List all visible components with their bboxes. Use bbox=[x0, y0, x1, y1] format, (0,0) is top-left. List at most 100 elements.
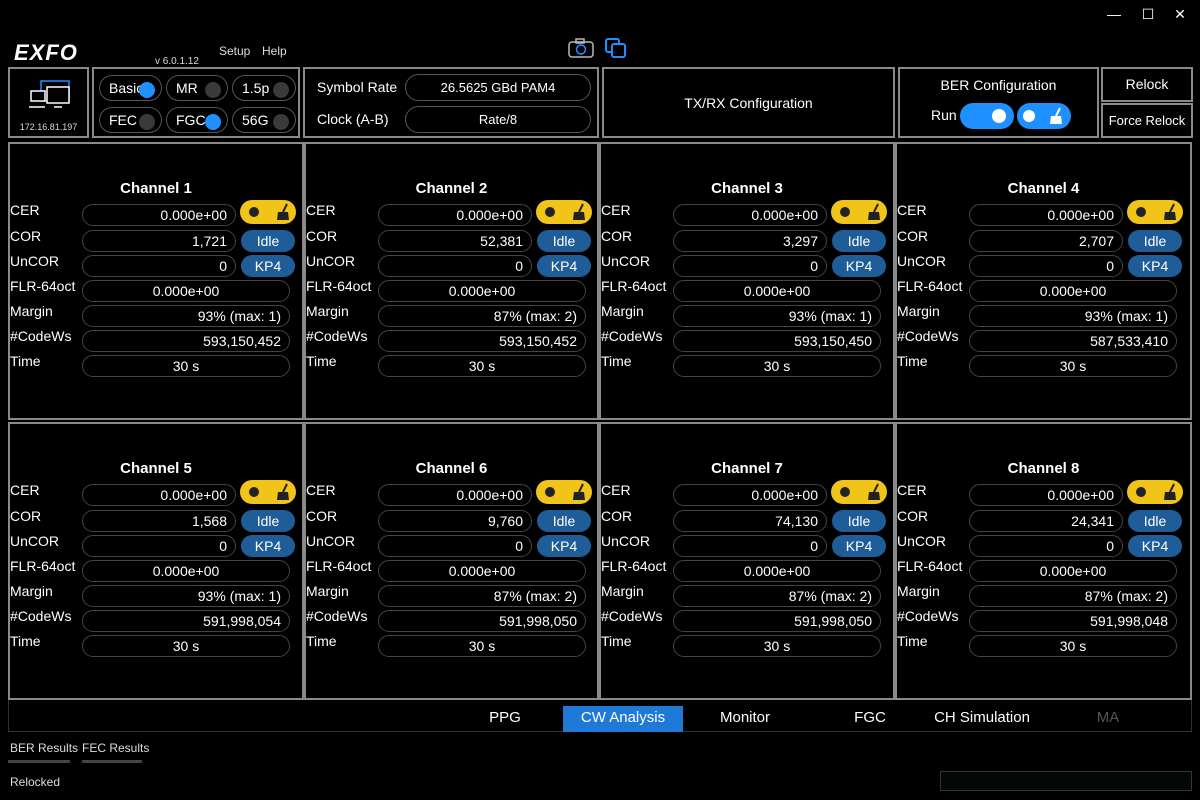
row-label-codews: #CodeWs bbox=[306, 328, 368, 344]
uncor-value: 0 bbox=[969, 255, 1123, 277]
time-value: 30 s bbox=[378, 355, 586, 377]
cor-state-badge[interactable]: Idle bbox=[537, 510, 591, 532]
uncor-value: 0 bbox=[673, 255, 827, 277]
mode-mr-label: MR bbox=[176, 80, 198, 96]
broom-icon bbox=[570, 483, 588, 506]
cor-state-badge[interactable]: Idle bbox=[241, 230, 295, 252]
clock-field[interactable]: Rate/8 bbox=[405, 106, 591, 133]
symbol-rate-field[interactable]: 26.5625 GBd PAM4 bbox=[405, 74, 591, 101]
tab-monitor[interactable]: Monitor bbox=[719, 709, 771, 726]
run-toggle[interactable] bbox=[960, 103, 1014, 129]
row-label-uncor: UnCOR bbox=[306, 253, 356, 269]
row-label-time: Time bbox=[601, 633, 632, 649]
toggle-knob bbox=[840, 487, 850, 497]
cor-value: 52,381 bbox=[378, 230, 532, 252]
tab-fgc[interactable]: FGC bbox=[854, 709, 886, 726]
mode-mr-toggle[interactable]: MR bbox=[166, 75, 228, 101]
row-label-uncor: UnCOR bbox=[306, 533, 356, 549]
row-label-codews: #CodeWs bbox=[897, 328, 959, 344]
row-label-uncor: UnCOR bbox=[10, 533, 60, 549]
ber-config-title: BER Configuration bbox=[940, 77, 1057, 93]
device-ip: 172.16.81.197 bbox=[19, 122, 78, 132]
cer-value: 0.000e+00 bbox=[378, 204, 532, 226]
camera-icon[interactable] bbox=[567, 37, 595, 59]
cer-clear-toggle[interactable] bbox=[831, 480, 887, 504]
channel-title: Channel 8 bbox=[1007, 460, 1080, 477]
txrx-config-button[interactable]: TX/RX Configuration bbox=[602, 67, 895, 138]
tab-ppg[interactable]: PPG bbox=[489, 709, 521, 726]
mode-basic-toggle[interactable]: Basic bbox=[99, 75, 162, 101]
cor-value: 3,297 bbox=[673, 230, 827, 252]
uncor-fec-badge[interactable]: KP4 bbox=[537, 535, 591, 557]
time-value: 30 s bbox=[378, 635, 586, 657]
run-label: Run bbox=[931, 107, 957, 123]
uncor-fec-badge[interactable]: KP4 bbox=[1128, 535, 1182, 557]
maximize-button[interactable]: ☐ bbox=[1141, 6, 1155, 22]
clock-label: Clock (A-B) bbox=[317, 111, 389, 127]
uncor-fec-badge[interactable]: KP4 bbox=[832, 535, 886, 557]
uncor-fec-badge[interactable]: KP4 bbox=[1128, 255, 1182, 277]
uncor-value: 0 bbox=[378, 255, 532, 277]
margin-value: 93% (max: 1) bbox=[673, 305, 881, 327]
mode-basic-indicator bbox=[139, 82, 155, 98]
mode-1.5p-label: 1.5p bbox=[242, 80, 270, 96]
menu-setup[interactable]: Setup bbox=[219, 44, 251, 58]
mode-56g-toggle[interactable]: 56G bbox=[232, 107, 296, 133]
close-button[interactable]: ✕ bbox=[1174, 6, 1186, 22]
uncor-value: 0 bbox=[673, 535, 827, 557]
device-panel[interactable]: 172.16.81.197 bbox=[8, 67, 89, 138]
mode-1.5p-indicator bbox=[273, 82, 289, 98]
row-label-cor: COR bbox=[601, 508, 633, 524]
cor-value: 9,760 bbox=[378, 510, 532, 532]
uncor-fec-badge[interactable]: KP4 bbox=[832, 255, 886, 277]
minimize-button[interactable]: — bbox=[1107, 6, 1121, 22]
cer-clear-toggle[interactable] bbox=[1127, 480, 1183, 504]
uncor-fec-badge[interactable]: KP4 bbox=[241, 255, 295, 277]
menu-help[interactable]: Help bbox=[262, 44, 287, 58]
channel-panel-7: Channel 7 CER 0.000e+00 COR 74,130 UnCOR 0 FLR-… bbox=[599, 422, 895, 700]
run-toggle-knob bbox=[992, 109, 1006, 123]
ber-results-tab[interactable]: BER Results bbox=[10, 741, 79, 755]
channel-title: Channel 3 bbox=[711, 180, 783, 197]
cor-state-badge[interactable]: Idle bbox=[1128, 230, 1182, 252]
broom-icon bbox=[865, 203, 883, 226]
cer-clear-toggle[interactable] bbox=[536, 200, 592, 224]
uncor-value: 0 bbox=[82, 535, 236, 557]
time-value: 30 s bbox=[82, 355, 290, 377]
uncor-fec-badge[interactable]: KP4 bbox=[241, 535, 295, 557]
time-value: 30 s bbox=[673, 355, 881, 377]
row-label-cor: COR bbox=[601, 228, 633, 244]
force-relock-button[interactable]: Force Relock bbox=[1101, 103, 1193, 138]
tab-cw-analysis[interactable]: CW Analysis bbox=[563, 706, 683, 732]
mode-fec-toggle[interactable]: FEC bbox=[99, 107, 162, 133]
cer-clear-toggle[interactable] bbox=[536, 480, 592, 504]
time-value: 30 s bbox=[82, 635, 290, 657]
row-label-margin: Margin bbox=[897, 583, 940, 599]
fec-results-tab[interactable]: FEC Results bbox=[82, 741, 150, 755]
row-label-uncor: UnCOR bbox=[897, 533, 947, 549]
ber-config-panel: BER Configuration Run bbox=[898, 67, 1099, 138]
tab-ch-simulation[interactable]: CH Simulation bbox=[934, 709, 1030, 726]
cer-clear-toggle[interactable] bbox=[1127, 200, 1183, 224]
ber-clear-toggle[interactable] bbox=[1017, 103, 1071, 129]
row-label-margin: Margin bbox=[306, 303, 349, 319]
channel-panel-8: Channel 8 CER 0.000e+00 COR 24,341 UnCOR 0 FLR-… bbox=[895, 422, 1192, 700]
cor-state-badge[interactable]: Idle bbox=[537, 230, 591, 252]
relock-button[interactable]: Relock bbox=[1101, 67, 1193, 102]
row-label-codews: #CodeWs bbox=[897, 608, 959, 624]
toggle-knob bbox=[1136, 207, 1146, 217]
copy-icon[interactable] bbox=[604, 37, 628, 59]
uncor-fec-badge[interactable]: KP4 bbox=[537, 255, 591, 277]
cer-clear-toggle[interactable] bbox=[240, 200, 296, 224]
cor-state-badge[interactable]: Idle bbox=[1128, 510, 1182, 532]
cer-clear-toggle[interactable] bbox=[240, 480, 296, 504]
channel-title: Channel 6 bbox=[415, 460, 488, 477]
cor-state-badge[interactable]: Idle bbox=[241, 510, 295, 532]
cor-state-badge[interactable]: Idle bbox=[832, 230, 886, 252]
mode-1.5p-toggle[interactable]: 1.5p bbox=[232, 75, 296, 101]
mode-fgc-toggle[interactable]: FGC bbox=[166, 107, 228, 133]
cor-state-badge[interactable]: Idle bbox=[832, 510, 886, 532]
row-label-flr: FLR-64oct bbox=[897, 558, 963, 574]
codews-value: 591,998,050 bbox=[378, 610, 586, 632]
cer-clear-toggle[interactable] bbox=[831, 200, 887, 224]
